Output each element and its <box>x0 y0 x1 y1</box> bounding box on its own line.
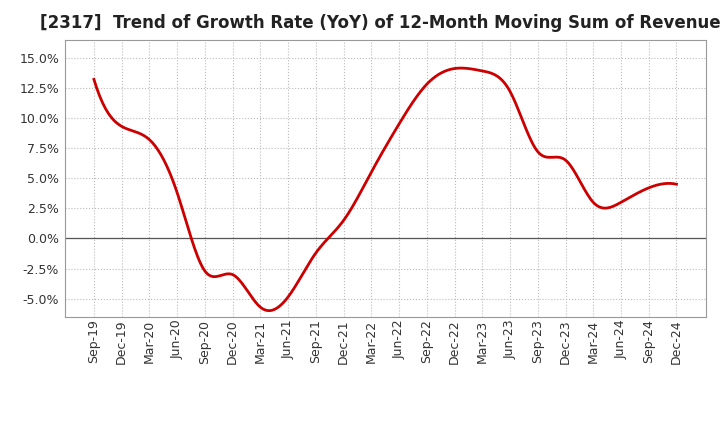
Title: [2317]  Trend of Growth Rate (YoY) of 12-Month Moving Sum of Revenues: [2317] Trend of Growth Rate (YoY) of 12-… <box>40 15 720 33</box>
